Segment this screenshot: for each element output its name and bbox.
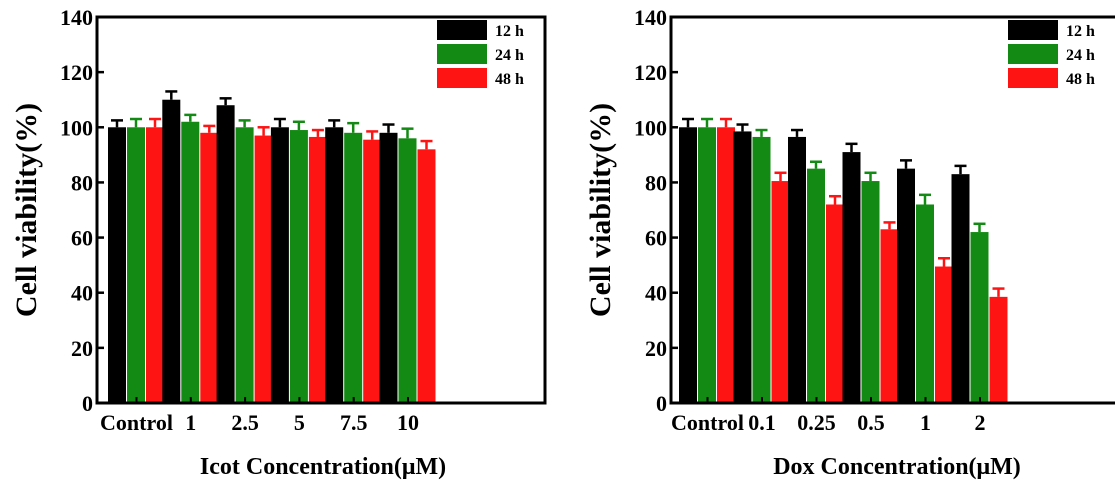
y-tick-label: 100: [60, 115, 93, 140]
legend-swatch-24h: [437, 44, 487, 64]
y-tick-label: 40: [71, 281, 93, 306]
bar-0.5-48h: [880, 229, 899, 403]
chart-panel-1: Control 1 2.5 5 7.5 10020406080100120140Icot …: [10, 5, 547, 480]
bar-1-24h: [181, 121, 200, 404]
bar-7.5-12h: [325, 127, 344, 404]
y-tick-label: 0: [656, 391, 667, 416]
plot-frame: [669, 15, 1115, 405]
legend-swatch-12h: [437, 20, 487, 40]
x-tick-label: 10: [397, 410, 419, 435]
y-tick-label: 60: [645, 226, 667, 251]
legend-label: 48 h: [495, 71, 524, 88]
bar-10-48h: [417, 149, 436, 403]
x-axis-label: Icot Concentration(μM): [200, 454, 446, 480]
x-tick-label: Control: [671, 410, 744, 435]
legend-label: 48 h: [1066, 71, 1095, 88]
bar-Control-48h: [146, 127, 164, 404]
chart-panel-2: Control 0.1 0.25 0.5 1 2020406080100120140Dox…: [584, 5, 1115, 480]
bar-2-12h: [951, 174, 970, 403]
legend-swatch-48h: [1008, 68, 1058, 88]
bar-0.25-48h: [826, 204, 844, 403]
bar-0.5-12h: [842, 152, 861, 403]
x-tick-label: 2.5: [231, 410, 259, 435]
bar-0.1-12h: [733, 131, 752, 403]
bar-10-12h: [379, 132, 398, 404]
bar-0.25-12h: [788, 136, 806, 403]
bar-5-12h: [270, 127, 289, 404]
bar-5-24h: [289, 130, 308, 404]
bar-2.5-24h: [235, 127, 254, 404]
y-tick-label: 80: [645, 170, 667, 195]
bar-Control-24h: [127, 127, 145, 404]
x-tick-label: 0.25: [797, 410, 836, 435]
bar-Control-24h: [698, 127, 716, 404]
bar-Control-12h: [108, 127, 126, 404]
bar-2-48h: [989, 296, 1008, 403]
y-tick-label: 20: [645, 336, 667, 361]
bar-2.5-48h: [254, 135, 273, 404]
legend-label: 12 h: [1066, 23, 1095, 40]
bar-10-24h: [398, 138, 417, 404]
x-tick-label: 7.5: [340, 410, 368, 435]
bar-7.5-48h: [363, 139, 382, 403]
legend-label: 12 h: [495, 23, 524, 40]
bar-5-48h: [308, 136, 327, 403]
plot-frame: [95, 15, 547, 405]
y-tick-label: 20: [71, 336, 93, 361]
legend-swatch-24h: [1008, 44, 1058, 64]
bar-Control-12h: [679, 127, 697, 404]
bar-2.5-12h: [216, 105, 235, 403]
bar-Control-48h: [717, 127, 735, 404]
y-tick-label: 100: [634, 115, 667, 140]
legend-label: 24 h: [495, 47, 524, 64]
bar-7.5-24h: [344, 132, 363, 404]
legend-label: 24 h: [1066, 47, 1095, 64]
bar-0.5-24h: [861, 181, 880, 403]
y-tick-label: 120: [60, 60, 93, 85]
x-tick-label: 0.5: [857, 410, 885, 435]
bar-1-12h: [897, 168, 915, 403]
bar-0.25-24h: [807, 168, 825, 403]
x-tick-label: 1: [185, 410, 196, 435]
y-tick-label: 60: [71, 226, 93, 251]
y-axis-label: Cell viability(%): [584, 103, 617, 317]
x-tick-label: 2: [975, 410, 986, 435]
y-tick-label: 120: [634, 60, 667, 85]
y-tick-label: 140: [634, 5, 667, 30]
bar-1-12h: [162, 99, 181, 403]
bar-0.1-24h: [752, 136, 771, 403]
legend-swatch-48h: [437, 68, 487, 88]
y-tick-label: 140: [60, 5, 93, 30]
bar-1-24h: [916, 204, 934, 403]
x-axis-label: Dox Concentration(μM): [773, 454, 1021, 480]
y-axis-label: Cell viability(%): [10, 103, 43, 317]
x-tick-label: Control: [100, 410, 173, 435]
y-tick-label: 80: [71, 170, 93, 195]
y-tick-label: 0: [82, 391, 93, 416]
x-tick-label: 1: [920, 410, 931, 435]
bar-1-48h: [935, 266, 953, 403]
y-tick-label: 40: [645, 281, 667, 306]
x-tick-label: 5: [294, 410, 305, 435]
bar-2-24h: [970, 232, 989, 403]
x-tick-label: 0.1: [748, 410, 776, 435]
bar-1-48h: [200, 132, 219, 404]
legend-swatch-12h: [1008, 20, 1058, 40]
bar-0.1-48h: [771, 181, 790, 403]
